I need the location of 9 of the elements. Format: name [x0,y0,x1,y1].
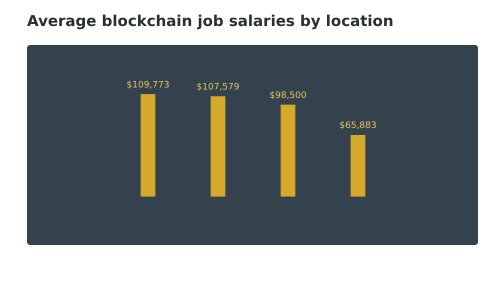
bar [210,96,226,197]
bar [280,104,296,197]
data-label: $65,883 [339,121,377,132]
data-label: $107,579 [196,82,240,92]
chart-title: Average blockchain job salaries by location [27,12,394,30]
bar [140,94,156,197]
data-label: $98,500 [269,90,307,101]
bar [350,135,366,197]
data-label: $109,773 [126,80,170,90]
